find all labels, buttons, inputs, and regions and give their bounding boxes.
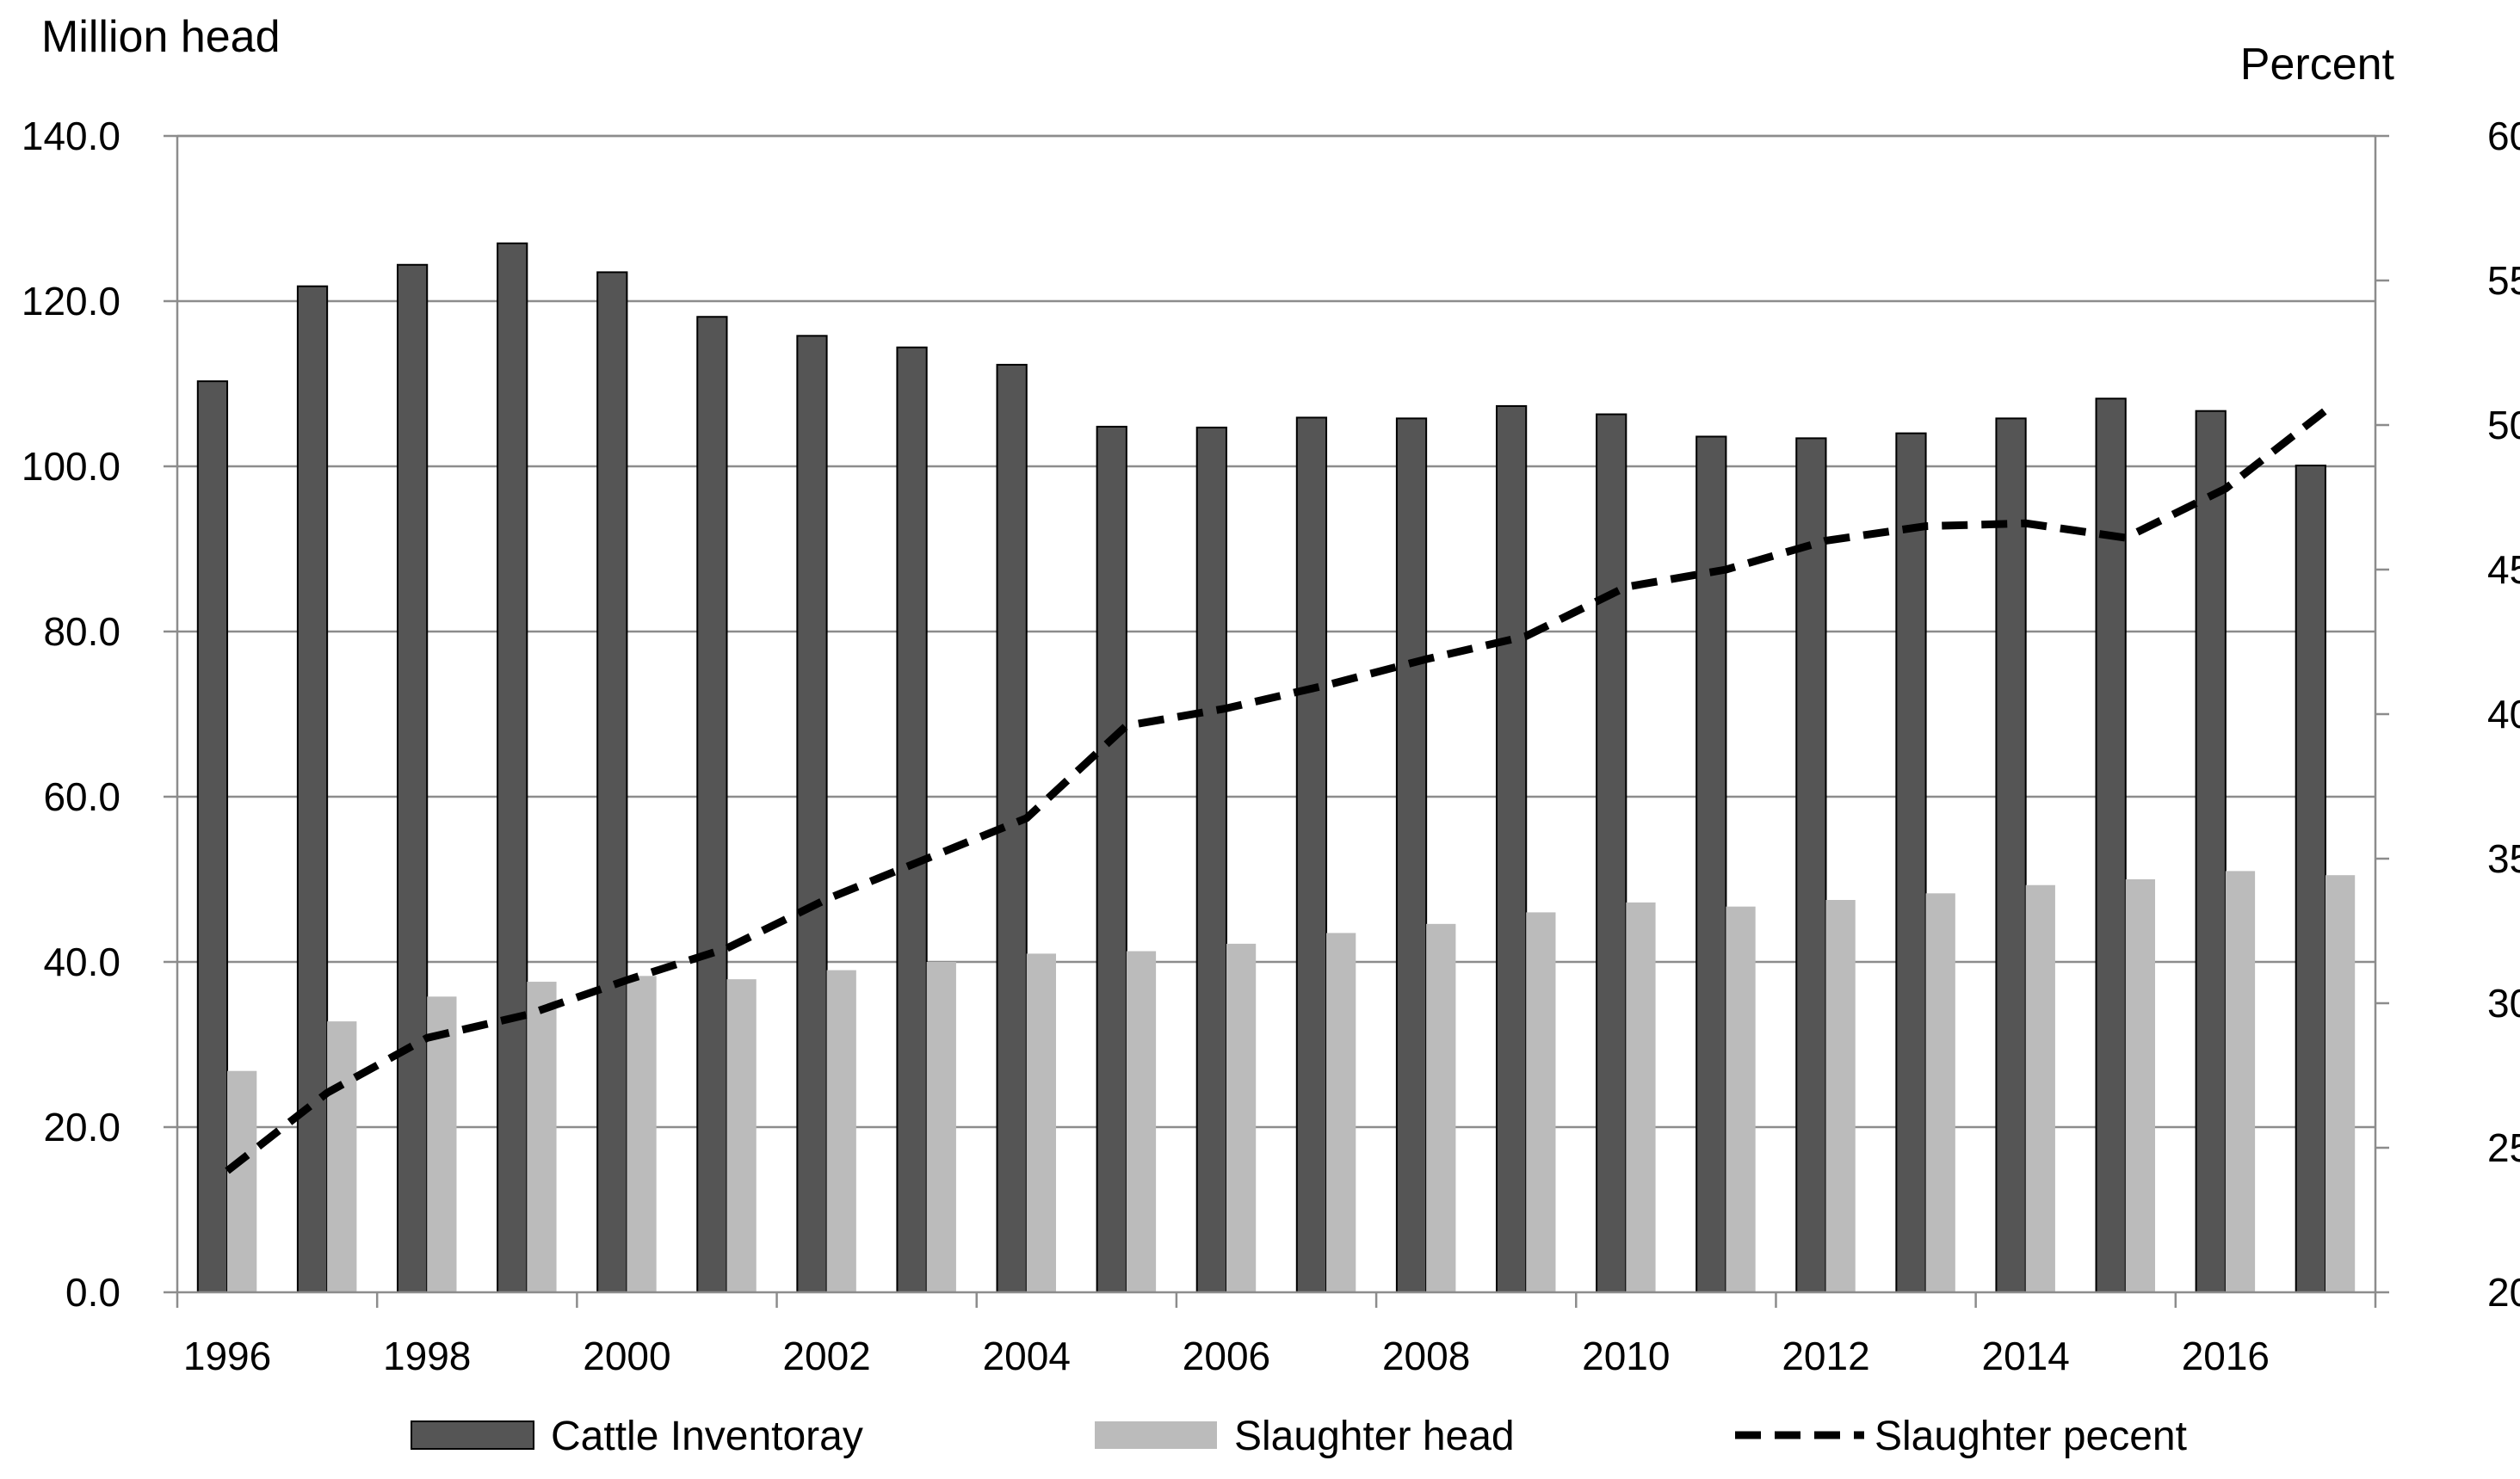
left-axis-title: Million head	[41, 12, 281, 62]
x-tick-label: 2004	[983, 1334, 1071, 1378]
bars	[196, 242, 2356, 1294]
bar-slaughter-head	[726, 979, 757, 1292]
bar-cattle-inventory	[1096, 425, 1127, 1294]
x-tick-label: 1998	[383, 1334, 471, 1378]
left-tick-label: 40.0	[43, 940, 120, 984]
bar-slaughter-head	[1026, 953, 1057, 1292]
bar-slaughter-head	[527, 982, 557, 1292]
bar-cattle-inventory	[1395, 417, 1428, 1293]
bar-cattle-inventory	[696, 316, 728, 1293]
x-tick-label: 1996	[183, 1334, 271, 1378]
bar-cattle-inventory	[1695, 435, 1727, 1293]
legend-key-slaughter-head	[1095, 1421, 1217, 1449]
right-tick-label: 30%	[2487, 981, 2520, 1026]
legend-label: Slaughter head	[1234, 1414, 1515, 1459]
bar-slaughter-head	[327, 1021, 357, 1292]
bar-slaughter-head	[926, 962, 956, 1292]
bar-cattle-inventory	[296, 285, 329, 1294]
x-tick-label: 2008	[1382, 1334, 1470, 1378]
right-tick-label: 35%	[2487, 836, 2520, 881]
right-tick-label: 45%	[2487, 547, 2520, 592]
x-tick-label: 2010	[1582, 1334, 1670, 1378]
bar-slaughter-head	[1626, 902, 1656, 1292]
right-tick-label: 40%	[2487, 692, 2520, 736]
x-tick-label: 2002	[782, 1334, 870, 1378]
left-tick-label: 120.0	[22, 279, 120, 324]
right-tick-label: 55%	[2487, 258, 2520, 303]
bar-cattle-inventory	[796, 335, 828, 1294]
right-tick-label: 25%	[2487, 1125, 2520, 1170]
bar-slaughter-head	[1526, 912, 1556, 1292]
x-tick-label: 2012	[1782, 1334, 1869, 1378]
bar-slaughter-head	[1426, 923, 1456, 1292]
left-tick-label: 80.0	[43, 609, 120, 654]
line-series	[225, 407, 2328, 1174]
right-tick-label: 50%	[2487, 403, 2520, 447]
bar-cattle-inventory	[1895, 432, 1927, 1294]
tick-labels: 0.0 20.0 40.0 60.0 80.0 100.0 120.0 140.0 20% 25%…	[22, 114, 2520, 1378]
axes	[164, 134, 2389, 1308]
left-tick-label: 0.0	[65, 1270, 120, 1315]
bar-slaughter-head	[1226, 943, 1257, 1292]
bar-cattle-inventory	[1495, 404, 1528, 1293]
legend-label: Cattle Inventoray	[551, 1414, 863, 1459]
bar-cattle-inventory	[896, 346, 928, 1293]
bar-slaughter-head	[2225, 871, 2256, 1292]
bar-slaughter-head	[427, 996, 457, 1292]
left-tick-label: 20.0	[43, 1105, 120, 1149]
legend-key-cattle-inventory	[411, 1420, 534, 1450]
right-tick-label: 20%	[2487, 1270, 2520, 1315]
legend-label: Slaughter pecent	[1875, 1414, 2187, 1459]
left-tick-label: 100.0	[22, 444, 120, 489]
bar-slaughter-head	[2025, 884, 2055, 1292]
bar-slaughter-head	[1726, 906, 1756, 1292]
bar-slaughter-head	[826, 970, 856, 1292]
x-tick-label: 2006	[1183, 1334, 1270, 1378]
left-tick-label: 60.0	[43, 774, 120, 819]
bar-cattle-inventory	[1596, 413, 1628, 1293]
x-tick-label: 2016	[2182, 1334, 2270, 1378]
bar-cattle-inventory	[1195, 426, 1227, 1293]
bar-slaughter-head	[227, 1070, 257, 1292]
bar-cattle-inventory	[196, 380, 229, 1293]
bar-slaughter-head	[2125, 879, 2156, 1292]
bar-cattle-inventory	[1295, 416, 1328, 1293]
bar-cattle-inventory	[1795, 437, 1827, 1293]
bar-slaughter-head	[627, 976, 657, 1292]
bar-cattle-inventory	[1995, 417, 2027, 1293]
bar-slaughter-head	[1326, 933, 1356, 1292]
bar-cattle-inventory	[2095, 397, 2127, 1293]
bar-cattle-inventory	[396, 263, 429, 1293]
bar-cattle-inventory	[497, 242, 528, 1293]
bar-slaughter-head	[1126, 951, 1157, 1292]
x-tick-label: 2000	[583, 1334, 670, 1378]
bar-cattle-inventory	[596, 271, 628, 1293]
line-slaughter-percent	[225, 407, 2328, 1174]
right-axis-title: Percent	[2240, 40, 2395, 89]
bar-slaughter-head	[1925, 893, 1955, 1292]
x-tick-label: 2014	[1982, 1334, 2070, 1378]
right-tick-label: 60%	[2487, 114, 2520, 158]
left-tick-label: 140.0	[22, 114, 120, 158]
bar-slaughter-head	[2325, 875, 2356, 1292]
bar-cattle-inventory	[2195, 410, 2227, 1293]
bar-cattle-inventory	[2295, 465, 2326, 1293]
legend: Cattle Inventoray Slaughter head Slaughter…	[411, 1414, 2187, 1459]
bar-slaughter-head	[1825, 900, 1856, 1292]
